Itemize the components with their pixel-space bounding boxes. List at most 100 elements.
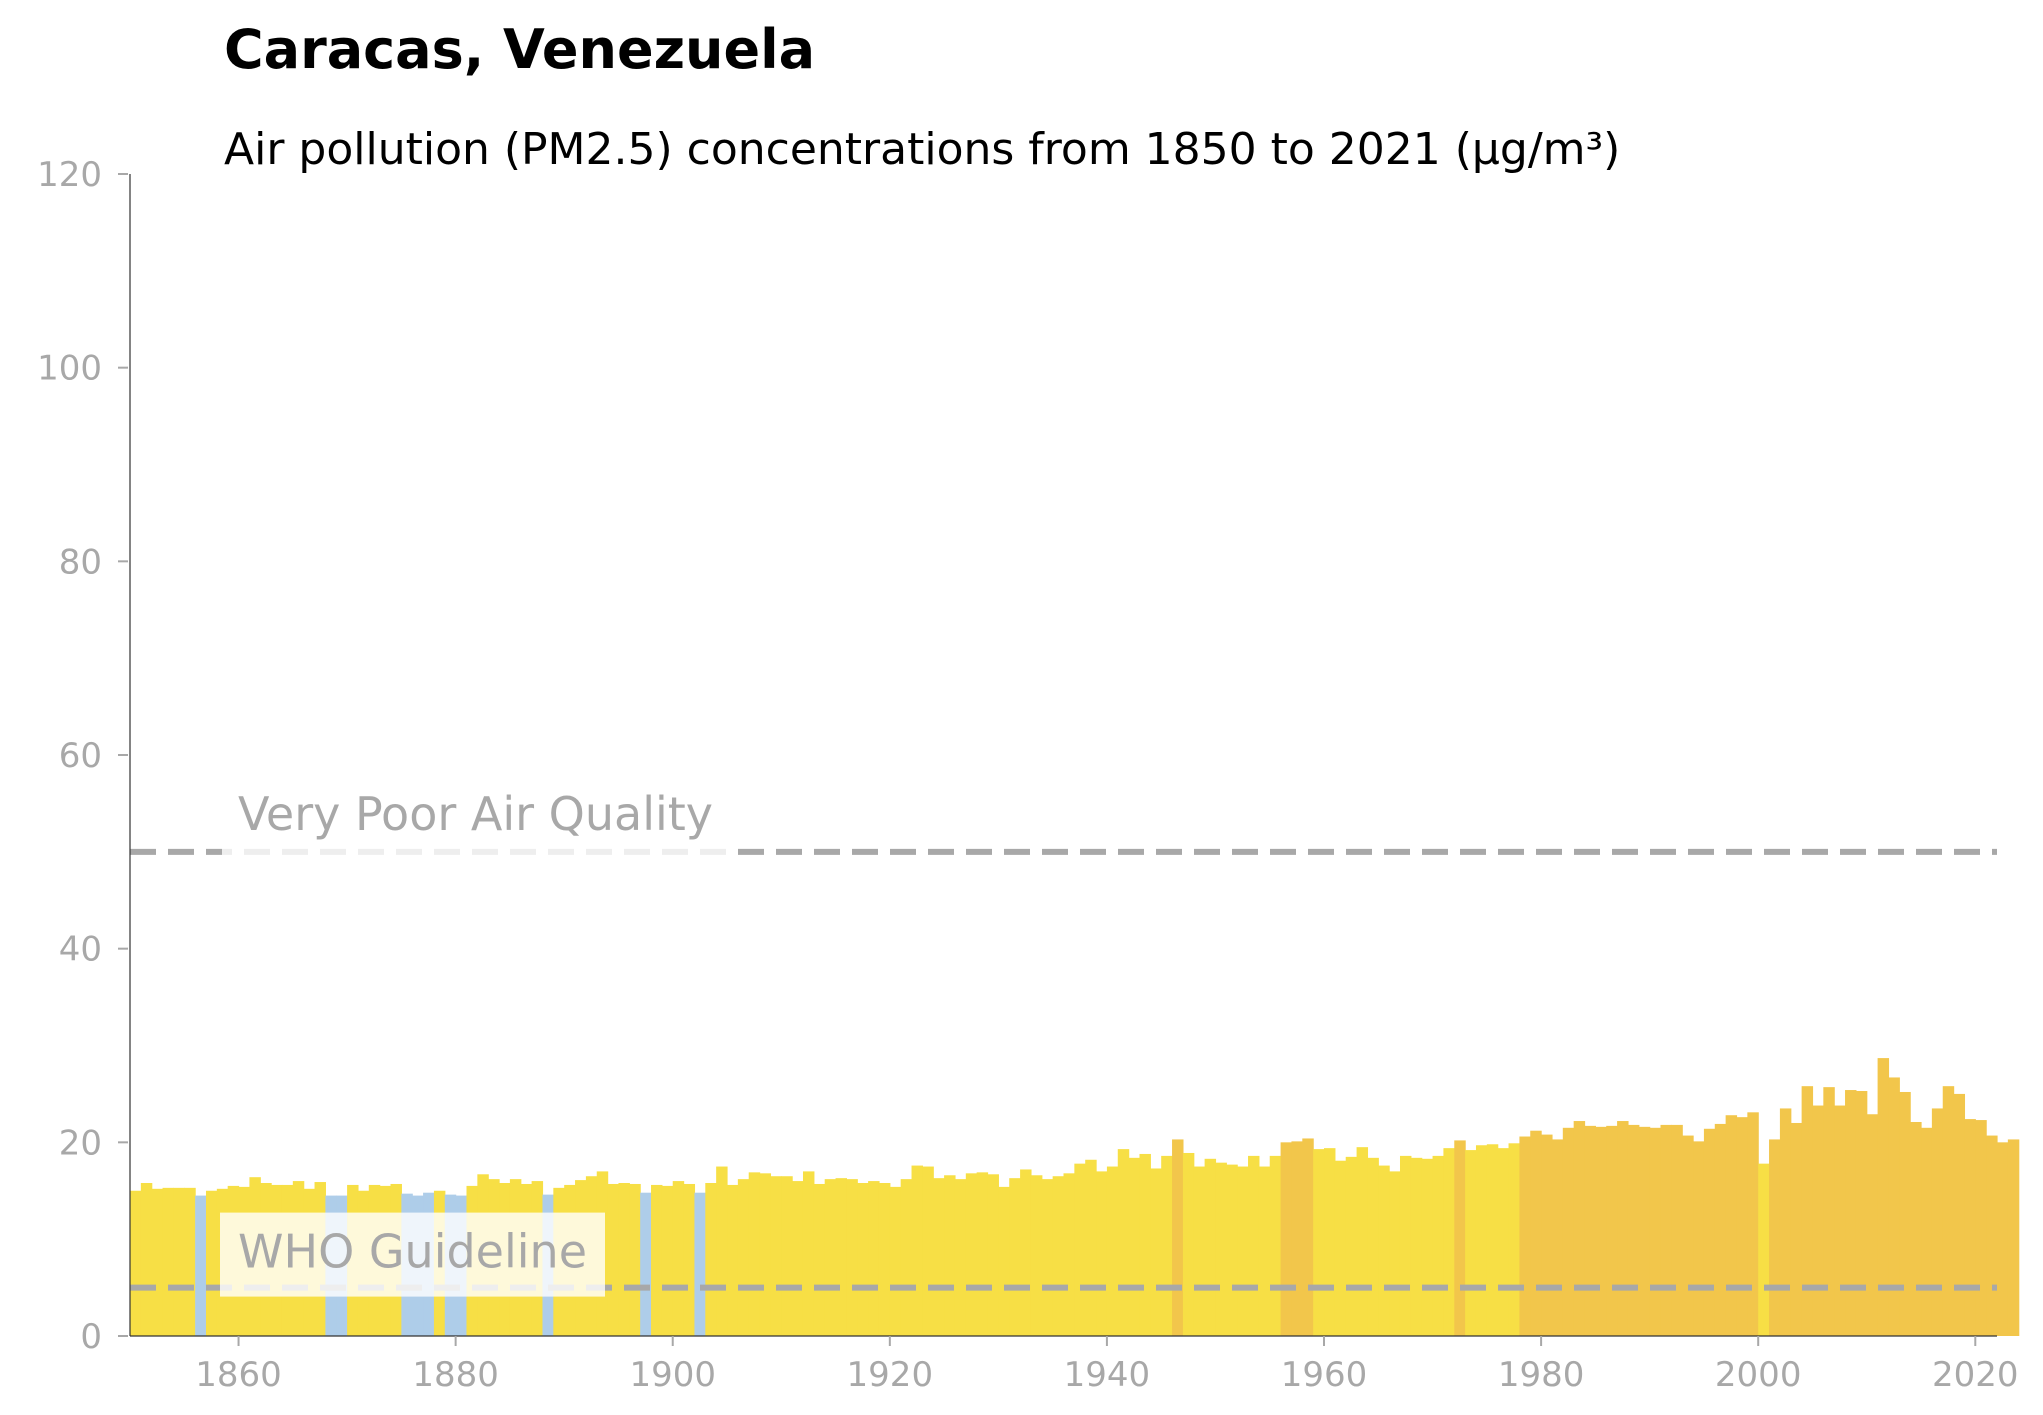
bar-1983 [1573, 1121, 1586, 1336]
bar-1903 [705, 1183, 717, 1336]
y-tick-label-120: 120 [37, 155, 102, 195]
bar-1854 [173, 1187, 185, 1336]
y-tick-label-80: 80 [59, 542, 102, 582]
x-tick-label-2020: 2020 [1932, 1355, 2019, 1395]
bar-1852 [151, 1188, 164, 1336]
bar-1946 [1172, 1139, 1184, 1336]
bar-1988 [1627, 1124, 1640, 1336]
bar-1975 [1486, 1144, 1499, 1336]
bar-1939 [1096, 1171, 1108, 1336]
bar-1914 [824, 1179, 837, 1336]
bar-1856 [195, 1195, 207, 1336]
bar-1956 [1280, 1142, 1293, 1336]
bar-1915 [835, 1178, 847, 1336]
bar-1998 [1736, 1117, 1748, 1336]
bar-1997 [1725, 1115, 1738, 1336]
x-tick-label-1900: 1900 [629, 1355, 716, 1395]
bar-1981 [1551, 1139, 1564, 1336]
bar-1899 [661, 1185, 674, 1336]
bar-1972 [1454, 1140, 1466, 1336]
bar-1962 [1345, 1156, 1358, 1336]
bar-1982 [1562, 1127, 1575, 1336]
bar-2005 [1812, 1105, 1824, 1336]
bar-1894 [607, 1183, 620, 1336]
y-tick-label-0: 0 [80, 1317, 102, 1357]
bar-1941 [1117, 1149, 1130, 1336]
bar-1932 [1020, 1169, 1032, 1336]
bar-1922 [911, 1165, 923, 1336]
bar-1938 [1085, 1159, 1097, 1336]
bar-1900 [672, 1181, 685, 1336]
bar-1992 [1671, 1124, 1683, 1336]
bar-1955 [1269, 1155, 1282, 1336]
bar-1986 [1606, 1125, 1618, 1336]
bar-1968 [1410, 1157, 1423, 1336]
bar-1898 [651, 1184, 663, 1336]
bar-2017 [1942, 1086, 1955, 1336]
chart-subtitle: Air pollution (PM2.5) concentrations fro… [224, 124, 1620, 175]
bar-1957 [1291, 1141, 1303, 1336]
bar-2002 [1779, 1108, 1792, 1336]
bar-1960 [1324, 1148, 1336, 1336]
bar-1944 [1150, 1168, 1162, 1336]
bar-1929 [987, 1174, 999, 1336]
bar-2015 [1921, 1127, 1933, 1336]
bar-1921 [900, 1179, 913, 1336]
bar-1978 [1519, 1136, 1531, 1336]
bar-1951 [1226, 1164, 1238, 1336]
bar-1948 [1193, 1166, 1206, 1336]
bar-2022 [1997, 1142, 2009, 1336]
bar-2013 [1899, 1091, 1911, 1336]
bar-1912 [802, 1171, 815, 1336]
bar-1967 [1399, 1155, 1412, 1336]
bar-1999 [1747, 1112, 1759, 1336]
x-tick-label-1940: 1940 [1064, 1355, 1151, 1395]
bar-1947 [1182, 1152, 1195, 1336]
bar-1984 [1584, 1125, 1596, 1336]
bar-1905 [727, 1184, 739, 1336]
bar-2009 [1855, 1091, 1868, 1336]
bar-1934 [1041, 1179, 1054, 1336]
bar-1974 [1475, 1145, 1488, 1336]
bar-1952 [1237, 1166, 1249, 1336]
bar-1937 [1074, 1163, 1086, 1336]
bar-1913 [813, 1183, 826, 1336]
bar-2010 [1866, 1114, 1879, 1336]
bar-1959 [1313, 1149, 1325, 1336]
bar-2020 [1975, 1120, 1987, 1336]
bar-1994 [1693, 1141, 1705, 1336]
y-tick-label-100: 100 [37, 349, 102, 389]
bar-1896 [629, 1183, 641, 1336]
bar-1910 [781, 1176, 793, 1336]
reference-lines-group: Very Poor Air Quality WHO Guideline [130, 780, 1997, 1297]
bar-1897 [640, 1192, 652, 1336]
bar-1902 [694, 1192, 706, 1336]
bar-1954 [1258, 1166, 1271, 1336]
bar-1933 [1030, 1175, 1043, 1336]
bar-2007 [1834, 1105, 1846, 1336]
x-tick-label-1860: 1860 [195, 1355, 282, 1395]
bar-2004 [1801, 1086, 1814, 1336]
bar-1977 [1508, 1143, 1520, 1336]
bar-1930 [998, 1186, 1010, 1336]
chart-title: Caracas, Venezuela [224, 18, 815, 81]
ref-label-background-who-guideline [220, 1212, 605, 1297]
bar-1980 [1541, 1134, 1553, 1336]
bar-1850 [130, 1190, 142, 1336]
bar-1901 [683, 1183, 696, 1336]
bar-2001 [1769, 1139, 1781, 1336]
bar-1919 [878, 1183, 891, 1336]
bar-2000 [1758, 1163, 1770, 1336]
bar-2016 [1931, 1108, 1944, 1336]
x-tick-label-2000: 2000 [1715, 1355, 1802, 1395]
bar-1979 [1530, 1130, 1542, 1336]
bar-2018 [1953, 1093, 1966, 1336]
bar-1965 [1378, 1165, 1390, 1336]
ref-label-background-very-poor-air-quality [222, 780, 729, 858]
axes-group: 0 20 40 60 80 100 120 1860 1880 1900 1920 1940 1960 1… [37, 155, 2018, 1395]
bar-1942 [1128, 1157, 1141, 1336]
bar-1926 [954, 1179, 967, 1336]
bar-1963 [1356, 1147, 1369, 1336]
bar-1916 [846, 1179, 858, 1336]
bar-1990 [1649, 1127, 1662, 1336]
